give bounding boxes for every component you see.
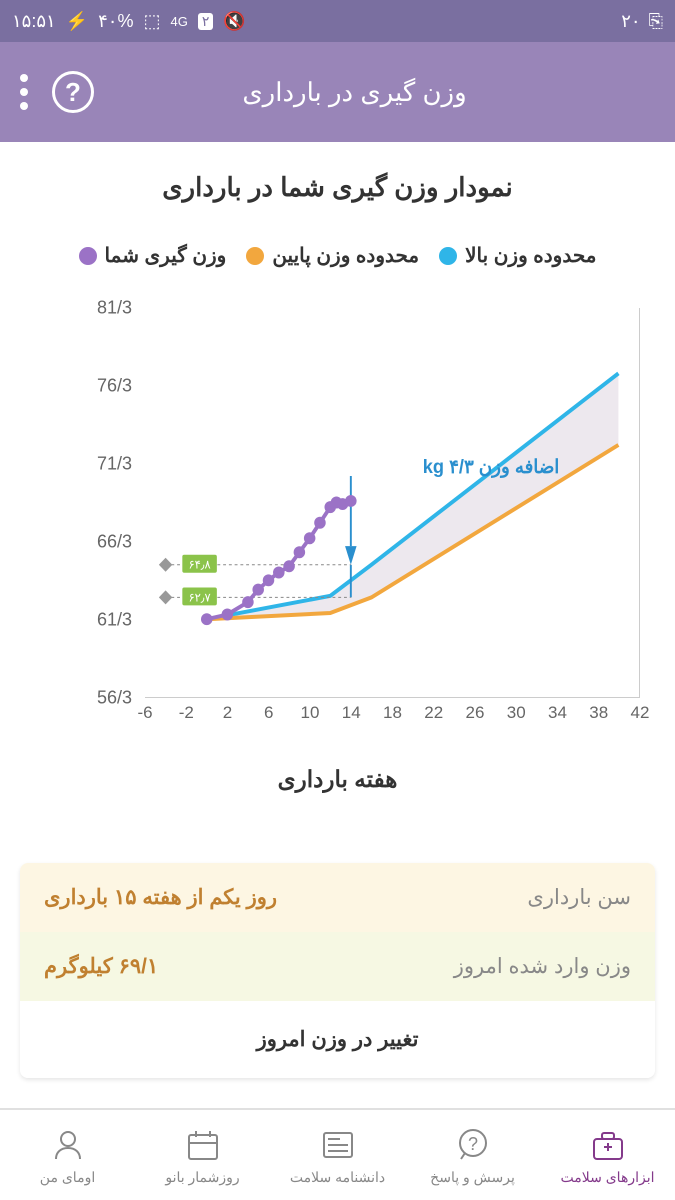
- info-card: سن بارداری روز یکم از هفته ۱۵ بارداری وز…: [20, 863, 655, 1078]
- news-icon: [318, 1125, 358, 1165]
- nav-label: روزشمار بانو: [165, 1169, 239, 1186]
- info-value: ۶۹/۱ کیلوگرم: [44, 954, 158, 979]
- x-tick: 26: [466, 703, 485, 723]
- nav-item-calendar[interactable]: روزشمار بانو: [135, 1110, 270, 1200]
- x-tick: 6: [264, 703, 273, 723]
- nav-label: دانشنامه سلامت: [290, 1169, 385, 1186]
- profile-icon: [48, 1125, 88, 1165]
- bookmark-icon: ⎘: [649, 11, 663, 32]
- chart-svg: اضافه وزن ۴/۳ kg ۶۴٫۸ ۶۲٫۷: [145, 308, 639, 697]
- legend-item: وزن گیری شما: [79, 243, 227, 268]
- chart-plot-area: اضافه وزن ۴/۳ kg ۶۴٫۸ ۶۲٫۷: [145, 308, 640, 698]
- chart-legend: محدوده وزن بالا محدوده وزن پایین وزن گیری …: [10, 243, 665, 268]
- info-row-age: سن بارداری روز یکم از هفته ۱۵ بارداری: [20, 863, 655, 932]
- svg-text:?: ?: [467, 1134, 477, 1154]
- info-row-weight: وزن وارد شده امروز ۶۹/۱ کیلوگرم: [20, 932, 655, 1001]
- toolkit-icon: [588, 1125, 628, 1165]
- legend-dot: [439, 247, 457, 265]
- nav-item-toolkit[interactable]: ابزارهای سلامت: [540, 1110, 675, 1200]
- help-button[interactable]: ?: [52, 71, 94, 113]
- y-tick: 61/3: [97, 610, 132, 631]
- info-value: روز یکم از هفته ۱۵ بارداری: [44, 885, 277, 910]
- nav-label: ابزارهای سلامت: [561, 1169, 655, 1186]
- x-tick: -2: [179, 703, 194, 723]
- y-tick: 81/3: [97, 298, 132, 319]
- legend-dot: [246, 247, 264, 265]
- menu-button[interactable]: [20, 74, 28, 110]
- mute-icon: 🔇: [223, 11, 245, 32]
- x-tick: 42: [631, 703, 650, 723]
- x-tick: 18: [383, 703, 402, 723]
- question-icon: ?: [453, 1125, 493, 1165]
- app-bar: ? وزن گیری در بارداری: [0, 42, 675, 142]
- bottom-nav: ابزارهای سلامت? پرسش و پاسخ دانشنامه سلامت…: [0, 1108, 675, 1200]
- status-time: ۱۵:۵۱: [12, 11, 56, 32]
- network-icon: 4G: [170, 14, 187, 29]
- x-tick: 14: [342, 703, 361, 723]
- x-tick: 2: [223, 703, 232, 723]
- x-axis-label: هفته بارداری: [10, 766, 665, 793]
- info-label: سن بارداری: [527, 885, 631, 910]
- y-tick: 71/3: [97, 454, 132, 475]
- legend-dot: [79, 247, 97, 265]
- y-tick: 56/3: [97, 688, 132, 709]
- y-tick: 66/3: [97, 532, 132, 553]
- sim-icon: ۲: [198, 13, 214, 30]
- legend-item: محدوده وزن بالا: [439, 243, 596, 268]
- status-num: ۲۰: [621, 11, 640, 32]
- status-bar: ۱۵:۵۱ ⚡ ۴۰% ⬚ 4G ۲ 🔇 ۲۰ ⎘: [0, 0, 675, 42]
- change-weight-button[interactable]: تغییر در وزن امروز: [20, 1001, 655, 1078]
- legend-item: محدوده وزن پایین: [246, 243, 419, 268]
- nav-item-profile[interactable]: اومای من: [0, 1110, 135, 1200]
- x-tick: 22: [424, 703, 443, 723]
- x-tick: 10: [301, 703, 320, 723]
- nav-label: پرسش و پاسخ: [430, 1169, 515, 1186]
- calendar-icon: [183, 1125, 223, 1165]
- x-tick: 34: [548, 703, 567, 723]
- chart-title: نمودار وزن گیری شما در بارداری: [10, 172, 665, 203]
- nav-item-question[interactable]: ? پرسش و پاسخ: [405, 1110, 540, 1200]
- x-tick: -6: [137, 703, 152, 723]
- chart-container: وزن (کیلوگرم) 56/361/366/371/376/381/3 ا…: [10, 298, 665, 758]
- nav-item-news[interactable]: دانشنامه سلامت: [270, 1110, 405, 1200]
- battery-pct: ۴۰%: [98, 11, 133, 32]
- battery-icon: ⚡: [66, 11, 88, 32]
- signal-icon: ⬚: [143, 11, 160, 32]
- svg-text:۶۴٫۸: ۶۴٫۸: [188, 559, 211, 572]
- svg-text:۶۲٫۷: ۶۲٫۷: [188, 591, 211, 604]
- y-tick: 76/3: [97, 376, 132, 397]
- svg-text:اضافه وزن ۴/۳ kg: اضافه وزن ۴/۳ kg: [423, 456, 560, 478]
- nav-label: اومای من: [40, 1169, 95, 1186]
- x-tick: 30: [507, 703, 526, 723]
- page-title: وزن گیری در بارداری: [94, 77, 615, 108]
- info-label: وزن وارد شده امروز: [454, 954, 631, 979]
- x-tick: 38: [589, 703, 608, 723]
